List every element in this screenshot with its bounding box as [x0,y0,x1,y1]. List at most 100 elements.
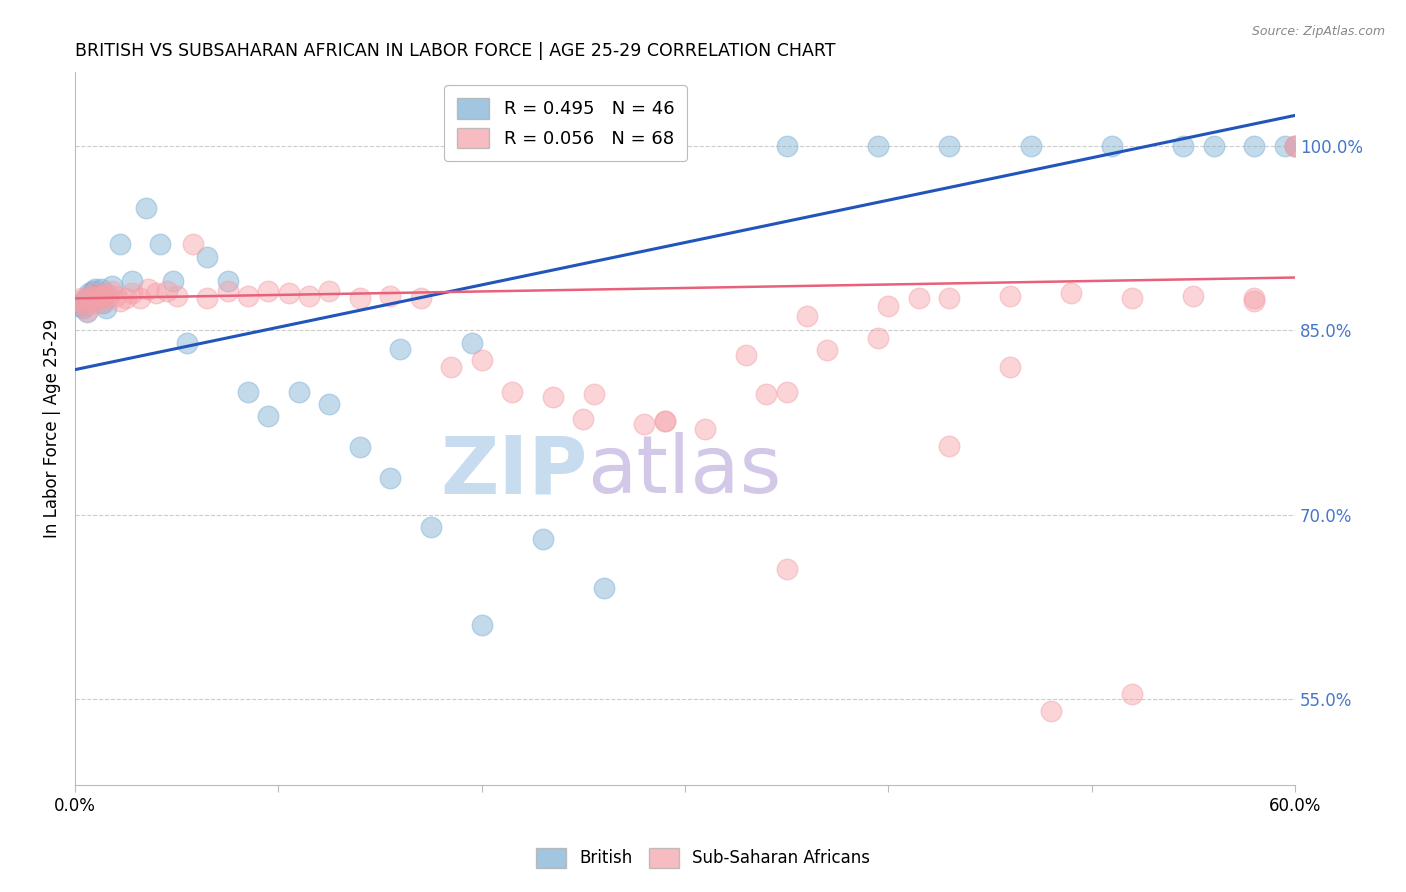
Point [236,289,259,303]
Point [1121,292,1143,306]
Point [89,292,111,306]
Point [471,618,494,632]
Point [129,292,152,306]
Point [471,352,494,367]
Point [76,305,98,319]
Point [908,292,931,306]
Point [67,299,90,313]
Point [176,335,198,350]
Point [136,282,159,296]
Point [592,581,614,595]
Point [868,139,890,153]
Point [531,532,554,546]
Point [815,343,838,357]
Point [76,303,98,318]
Point [1284,139,1306,153]
Point [75,299,97,313]
Point [149,237,172,252]
Point [236,384,259,399]
Point [695,421,717,435]
Point [755,387,778,401]
Point [86,289,108,303]
Point [460,335,482,350]
Point [572,411,595,425]
Point [349,440,371,454]
Point [1274,139,1296,153]
Point [86,287,108,301]
Point [380,471,402,485]
Point [155,284,177,298]
Point [90,282,112,296]
Point [108,237,131,252]
Point [1243,293,1265,308]
Point [82,284,104,298]
Point [1060,286,1083,301]
Point [1173,139,1195,153]
Point [84,286,107,301]
Point [94,301,117,316]
Point [1243,139,1265,153]
Point [633,417,655,431]
Point [72,296,94,310]
Point [104,289,127,303]
Point [938,139,960,153]
Point [419,520,441,534]
Point [298,289,321,303]
Point [776,139,799,153]
Point [877,299,900,313]
Legend: British, Sub-Saharan Africans: British, Sub-Saharan Africans [524,837,882,880]
Point [67,293,90,308]
Point [108,293,131,308]
Point [318,397,340,411]
Point [100,284,122,298]
Point [735,348,758,362]
Point [72,301,94,316]
Point [1284,139,1306,153]
Point [349,292,371,306]
Point [77,289,100,303]
Point [1101,139,1123,153]
Point [94,286,117,301]
Point [90,296,112,310]
Point [70,296,93,310]
Point [389,342,412,356]
Point [938,439,960,453]
Point [257,409,280,424]
Point [135,201,157,215]
Legend: R = 0.495   N = 46, R = 0.056   N = 68: R = 0.495 N = 46, R = 0.056 N = 68 [444,85,686,161]
Point [380,289,402,303]
Point [1243,292,1265,306]
Point [70,292,93,306]
Point [318,284,340,298]
Point [257,284,280,298]
Text: Source: ZipAtlas.com: Source: ZipAtlas.com [1251,25,1385,38]
Text: ZIP: ZIP [440,433,588,510]
Point [96,292,118,306]
Point [77,289,100,303]
Point [776,384,799,399]
Point [166,289,188,303]
Point [1182,289,1205,303]
Point [868,331,890,345]
Point [582,387,605,401]
Point [1019,139,1042,153]
Point [162,274,184,288]
Point [80,292,103,306]
Text: BRITISH VS SUBSAHARAN AFRICAN IN LABOR FORCE | AGE 25-29 CORRELATION CHART: BRITISH VS SUBSAHARAN AFRICAN IN LABOR F… [75,42,835,60]
Point [1284,139,1306,153]
Point [776,561,799,575]
Point [217,284,239,298]
Point [115,292,138,306]
Point [84,282,107,296]
Text: atlas: atlas [588,433,782,510]
Point [796,309,818,323]
Point [121,274,143,288]
Point [1000,289,1022,303]
Point [409,292,432,306]
Point [75,293,97,307]
Point [654,414,676,428]
Point [195,292,218,306]
Point [89,292,111,306]
Y-axis label: In Labor Force | Age 25-29: In Labor Force | Age 25-29 [44,319,60,538]
Point [93,296,115,310]
